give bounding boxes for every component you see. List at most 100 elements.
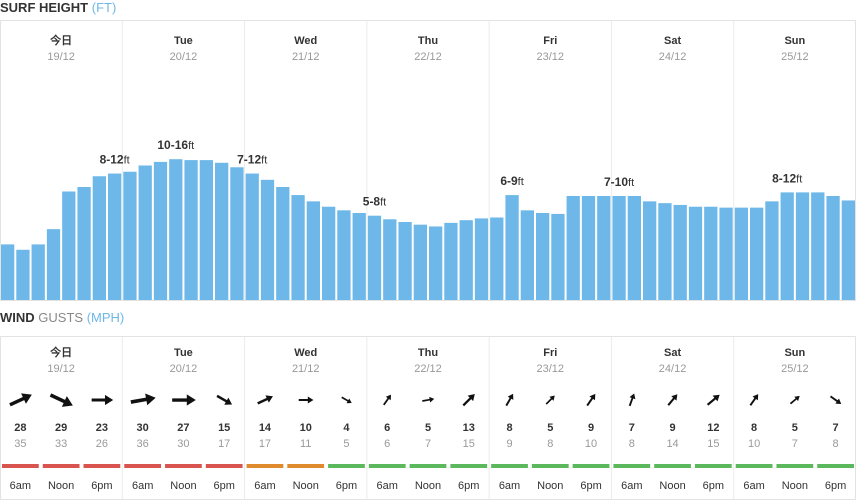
date-label: 25/12 [781,51,809,63]
wind-rating [246,464,284,468]
surf-bar [444,222,458,300]
range-unit: ft [188,140,194,152]
surf-bar [260,179,275,300]
day-label: Thu [418,347,438,359]
range-unit: ft [261,154,267,166]
wind-arrow [505,393,514,407]
wind-rating [654,464,691,468]
wind-rating [124,464,162,468]
surf-bar [826,195,840,300]
wind-speed: 5 [425,422,431,434]
time-label: 6pm [336,480,357,492]
range-value: 8-12 [100,153,124,167]
time-label: Noon [782,480,808,492]
wind-unit: (MPH) [87,310,125,325]
wind-speed: 5 [547,422,553,434]
date-label: 21/12 [292,363,320,375]
surf-bar [765,201,779,300]
time-label: 6am [10,480,31,492]
wind-arrow [789,395,800,405]
wind-gust: 36 [137,438,149,450]
surf-bar [291,195,305,300]
wind-speed: 27 [177,422,189,434]
day-label: Wed [294,347,317,359]
wind-arrow [130,393,156,406]
wind-speed: 9 [670,422,676,434]
wind-rating [83,464,121,468]
time-label: 6pm [213,480,234,492]
time-label: 6am [743,480,764,492]
range-unit: ft [796,173,802,185]
day-label: 今日 [49,33,72,47]
wind-arrow [91,394,114,406]
surf-bar [184,160,198,300]
wind-speed: 30 [137,422,149,434]
wind-rating [368,464,406,468]
wind-gust: 8 [547,438,553,450]
surf-bar [1,244,15,300]
surf-bar [108,173,122,300]
date-label: 24/12 [659,51,687,63]
range-value: 7-12 [237,153,261,167]
time-label: 6am [499,480,520,492]
date-label: 22/12 [414,363,442,375]
time-label: 6pm [825,480,846,492]
surf-bar [673,204,687,300]
surf-bar [490,217,504,300]
surf-bar [306,201,320,300]
wind-rating [735,464,773,468]
time-label: Noon [48,480,74,492]
surf-bar [352,213,366,300]
range-value: 5-8 [363,195,381,209]
date-label: 23/12 [537,363,565,375]
wind-subtitle: GUSTS [38,310,83,325]
wind-gust: 17 [218,438,230,450]
surf-bar [169,159,183,300]
range-unit: ft [380,197,386,209]
surf-range: 8-12ft [772,172,802,186]
time-label: 6pm [703,480,724,492]
date-label: 22/12 [414,51,442,63]
surf-bar [413,224,427,300]
surf-bar [31,244,45,300]
wind-speed: 15 [218,422,230,434]
range-value: 7-10 [604,175,628,189]
wind-gust: 8 [833,438,839,450]
time-label: Noon [537,480,563,492]
time-label: 6pm [458,480,479,492]
wind-gust: 6 [384,438,390,450]
range-unit: ft [628,177,634,189]
wind-rating [572,464,610,468]
surf-bar [62,191,76,300]
surf-bar [795,192,810,300]
wind-arrow [216,394,233,405]
range-value: 6-9 [500,174,518,188]
surf-heading: SURF HEIGHT (FT) [0,0,116,15]
wind-rating [165,464,202,468]
wind-speed: 7 [629,422,635,434]
wind-gust: 8 [629,438,635,450]
wind-rating [613,464,651,468]
range-unit: ft [124,154,130,166]
date-label: 23/12 [537,51,565,63]
surf-bar [505,195,519,300]
wind-gust: 33 [55,438,67,450]
surf-bar [811,192,825,300]
surf-bar [581,195,596,300]
day-label: Fri [543,347,557,359]
day-label: Sat [664,35,681,47]
surf-bar [612,195,626,300]
surf-bar [597,195,611,300]
wind-rating [2,464,39,468]
range-unit: ft [518,176,524,188]
day-label: Tue [174,347,193,359]
surf-bar [719,207,733,300]
wind-panel [0,336,856,500]
surf-bar [367,215,382,300]
wind-arrow [586,393,596,407]
surf-bar [16,249,30,300]
surf-bar [153,161,168,300]
wind-arrow [9,393,32,407]
surf-bar [750,207,764,300]
surf-bar [658,203,672,300]
